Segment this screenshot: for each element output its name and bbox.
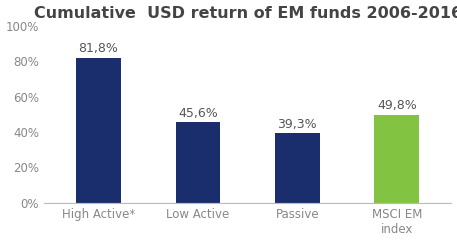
Bar xyxy=(175,122,220,203)
Bar xyxy=(76,58,121,203)
Text: 39,3%: 39,3% xyxy=(277,118,317,131)
Text: 81,8%: 81,8% xyxy=(79,42,118,55)
Title: Cumulative  USD return of EM funds 2006-2016: Cumulative USD return of EM funds 2006-2… xyxy=(33,6,457,21)
Text: 49,8%: 49,8% xyxy=(377,99,417,112)
Bar xyxy=(275,133,320,203)
Text: 45,6%: 45,6% xyxy=(178,106,218,120)
Bar xyxy=(374,115,419,203)
